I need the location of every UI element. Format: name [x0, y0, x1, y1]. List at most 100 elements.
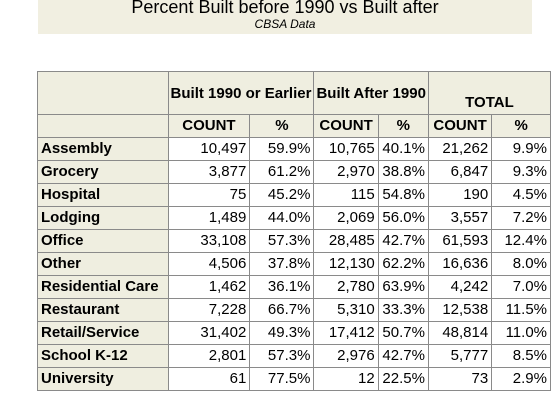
table-row: School K-12 2,801 57.3% 2,976 42.7% 5,777 8.5%: [37, 344, 551, 368]
count-cell: 2,780: [313, 275, 379, 299]
percent-cell: 11.0%: [491, 321, 551, 345]
row-label: Lodging: [37, 206, 169, 230]
percent-cell: 62.2%: [377, 252, 429, 276]
count-cell: 33,108: [167, 229, 251, 253]
percent-cell: 49.3%: [249, 321, 315, 345]
percent-cell: 2.9%: [491, 367, 551, 391]
count-cell: 21,262: [427, 137, 493, 161]
percent-cell: 8.5%: [491, 344, 551, 368]
table-row: Other 4,506 37.8% 12,130 62.2% 16,636 8.0%: [37, 252, 551, 276]
count-cell: 2,970: [313, 160, 379, 184]
table-row: Lodging 1,489 44.0% 2,069 56.0% 3,557 7.2%: [37, 206, 551, 230]
count-cell: 12: [313, 367, 379, 391]
percent-cell: 7.2%: [491, 206, 551, 230]
percent-cell: 50.7%: [377, 321, 429, 345]
count-cell: 6,847: [427, 160, 493, 184]
count-cell: 28,485: [313, 229, 379, 253]
percent-cell: 33.3%: [377, 298, 429, 322]
percent-cell: 38.8%: [377, 160, 429, 184]
percent-cell: 63.9%: [377, 275, 429, 299]
page-subtitle: CBSA Data: [254, 17, 316, 31]
percent-cell: 54.8%: [377, 183, 429, 207]
table-row: Retail/Service 31,402 49.3% 17,412 50.7% 48,8…: [37, 321, 551, 345]
percent-cell: 40.1%: [377, 137, 429, 161]
percent-cell: 36.1%: [249, 275, 315, 299]
count-cell: 115: [313, 183, 379, 207]
page-title: Percent Built before 1990 vs Built after: [131, 0, 439, 17]
count-cell: 1,489: [167, 206, 251, 230]
row-label: Restaurant: [37, 298, 169, 322]
table-row: University 61 77.5% 12 22.5% 73 2.9%: [37, 367, 551, 391]
row-label: Residential Care: [37, 275, 169, 299]
sub-header-percent: %: [491, 114, 551, 138]
count-cell: 61: [167, 367, 251, 391]
count-cell: 5,310: [313, 298, 379, 322]
percent-cell: 56.0%: [377, 206, 429, 230]
percent-cell: 57.3%: [249, 229, 315, 253]
count-cell: 3,877: [167, 160, 251, 184]
row-label: School K-12: [37, 344, 169, 368]
count-cell: 75: [167, 183, 251, 207]
table-row: Hospital 75 45.2% 115 54.8% 190 4.5%: [37, 183, 551, 207]
percent-cell: 22.5%: [377, 367, 429, 391]
percent-cell: 8.0%: [491, 252, 551, 276]
count-cell: 12,538: [427, 298, 493, 322]
percent-cell: 9.3%: [491, 160, 551, 184]
table-row: Restaurant 7,228 66.7% 5,310 33.3% 12,538 11.5…: [37, 298, 551, 322]
count-cell: 10,765: [313, 137, 379, 161]
data-table: Built 1990 or Earlier Built After 1990 T…: [37, 71, 551, 391]
sub-header-count: COUNT: [167, 114, 251, 138]
count-cell: 2,976: [313, 344, 379, 368]
group-header-built-after: Built After 1990: [313, 71, 429, 115]
percent-cell: 12.4%: [491, 229, 551, 253]
row-label: Other: [37, 252, 169, 276]
sub-header-count: COUNT: [313, 114, 379, 138]
group-header-total: TOTAL: [427, 71, 551, 115]
percent-cell: 7.0%: [491, 275, 551, 299]
row-label: Retail/Service: [37, 321, 169, 345]
group-header-row: Built 1990 or Earlier Built After 1990 T…: [37, 71, 551, 115]
table-row: Residential Care 1,462 36.1% 2,780 63.9% 4,24…: [37, 275, 551, 299]
row-label: University: [37, 367, 169, 391]
percent-cell: 37.8%: [249, 252, 315, 276]
sub-header-percent: %: [249, 114, 315, 138]
percent-cell: 61.2%: [249, 160, 315, 184]
sub-header-percent: %: [377, 114, 429, 138]
count-cell: 16,636: [427, 252, 493, 276]
count-cell: 1,462: [167, 275, 251, 299]
row-label: Assembly: [37, 137, 169, 161]
group-header-built-before: Built 1990 or Earlier: [167, 71, 315, 115]
count-cell: 7,228: [167, 298, 251, 322]
count-cell: 12,130: [313, 252, 379, 276]
percent-cell: 66.7%: [249, 298, 315, 322]
header-corner-cell: [37, 71, 169, 115]
count-cell: 48,814: [427, 321, 493, 345]
percent-cell: 44.0%: [249, 206, 315, 230]
sub-header-count: COUNT: [427, 114, 493, 138]
row-label: Hospital: [37, 183, 169, 207]
percent-cell: 11.5%: [491, 298, 551, 322]
percent-cell: 77.5%: [249, 367, 315, 391]
count-cell: 190: [427, 183, 493, 207]
table-row: Assembly 10,497 59.9% 10,765 40.1% 21,262 9.9%: [37, 137, 551, 161]
table-body: Assembly 10,497 59.9% 10,765 40.1% 21,262 9.9%…: [37, 137, 551, 391]
count-cell: 2,801: [167, 344, 251, 368]
table-row: Office 33,108 57.3% 28,485 42.7% 61,593 12.4%: [37, 229, 551, 253]
count-cell: 73: [427, 367, 493, 391]
count-cell: 2,069: [313, 206, 379, 230]
row-label: Grocery: [37, 160, 169, 184]
title-banner: Percent Built before 1990 vs Built after…: [38, 0, 532, 34]
percent-cell: 45.2%: [249, 183, 315, 207]
count-cell: 10,497: [167, 137, 251, 161]
count-cell: 4,242: [427, 275, 493, 299]
count-cell: 31,402: [167, 321, 251, 345]
count-cell: 4,506: [167, 252, 251, 276]
count-cell: 17,412: [313, 321, 379, 345]
percent-cell: 57.3%: [249, 344, 315, 368]
percent-cell: 42.7%: [377, 229, 429, 253]
table-row: Grocery 3,877 61.2% 2,970 38.8% 6,847 9.3%: [37, 160, 551, 184]
sub-header-corner-cell: [37, 114, 169, 138]
percent-cell: 59.9%: [249, 137, 315, 161]
count-cell: 3,557: [427, 206, 493, 230]
